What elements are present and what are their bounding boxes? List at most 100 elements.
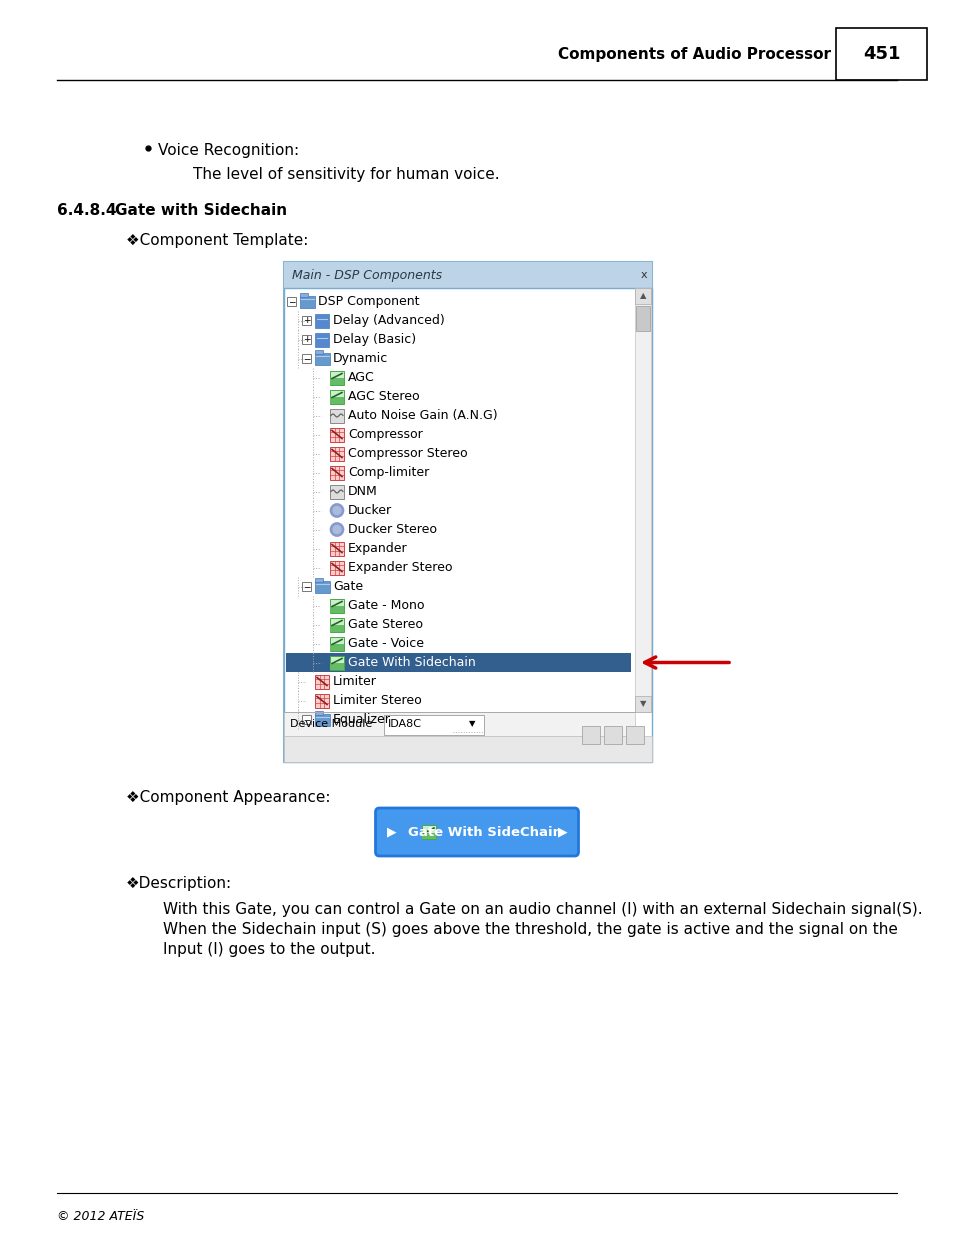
Text: With this Gate, you can control a Gate on an audio channel (I) with an external : With this Gate, you can control a Gate o… [163,902,922,918]
Text: Limiter Stereo: Limiter Stereo [333,694,421,706]
FancyBboxPatch shape [299,293,308,296]
Text: Compressor Stereo: Compressor Stereo [348,447,467,459]
FancyBboxPatch shape [314,332,329,347]
Text: Gate - Voice: Gate - Voice [348,637,423,650]
FancyBboxPatch shape [284,713,635,736]
Text: DNM: DNM [348,485,377,498]
Text: Device Module: Device Module [290,719,372,729]
FancyBboxPatch shape [314,314,329,327]
Text: x: x [640,270,647,280]
Text: ▼: ▼ [468,720,475,729]
FancyBboxPatch shape [330,656,344,669]
Circle shape [330,504,344,517]
Text: −: − [288,296,295,306]
Text: ❖Component Template:: ❖Component Template: [126,233,308,248]
FancyBboxPatch shape [330,606,344,613]
Text: Delay (Advanced): Delay (Advanced) [333,314,444,327]
FancyBboxPatch shape [330,447,344,461]
Text: Compressor: Compressor [348,429,422,441]
Text: Main - DSP Components: Main - DSP Components [292,268,441,282]
Text: DSP Component: DSP Component [317,295,419,308]
FancyBboxPatch shape [286,653,630,672]
Text: ▶: ▶ [386,825,395,839]
FancyBboxPatch shape [330,645,344,651]
Text: 451: 451 [862,44,900,63]
Text: +: + [303,335,311,345]
FancyBboxPatch shape [314,352,330,364]
FancyBboxPatch shape [421,832,436,839]
FancyBboxPatch shape [421,825,436,839]
Text: IDA8C: IDA8C [388,719,421,729]
FancyBboxPatch shape [314,674,329,688]
FancyBboxPatch shape [635,697,650,713]
FancyBboxPatch shape [330,389,344,404]
Circle shape [333,506,340,515]
Text: −: − [303,715,311,724]
FancyBboxPatch shape [330,663,344,669]
FancyBboxPatch shape [284,288,651,762]
Text: −: − [303,354,311,363]
Text: Dynamic: Dynamic [333,352,388,366]
Text: When the Sidechain input (S) goes above the threshold, the gate is active and th: When the Sidechain input (S) goes above … [163,923,897,937]
FancyBboxPatch shape [302,335,312,345]
FancyBboxPatch shape [302,715,312,724]
Text: Comp-limiter: Comp-limiter [348,466,429,479]
FancyBboxPatch shape [330,484,344,499]
FancyBboxPatch shape [330,398,344,404]
FancyBboxPatch shape [581,726,599,743]
FancyBboxPatch shape [375,808,578,856]
Text: Gate: Gate [333,580,363,593]
Text: ❖Component Appearance:: ❖Component Appearance: [126,790,330,805]
FancyBboxPatch shape [302,316,312,325]
Circle shape [333,526,340,534]
Text: Equalizer: Equalizer [333,713,391,726]
Text: Ducker Stereo: Ducker Stereo [348,522,436,536]
FancyBboxPatch shape [314,350,323,353]
FancyBboxPatch shape [284,262,651,762]
FancyBboxPatch shape [603,726,621,743]
Text: ❖Description:: ❖Description: [126,876,232,890]
Text: Voice Recognition:: Voice Recognition: [158,143,299,158]
Text: © 2012 ATEÏS: © 2012 ATEÏS [57,1210,144,1223]
Text: Expander Stereo: Expander Stereo [348,561,452,574]
Text: Delay (Basic): Delay (Basic) [333,333,416,346]
FancyArrowPatch shape [644,657,728,668]
FancyBboxPatch shape [314,578,323,582]
Text: AGC: AGC [348,370,375,384]
Text: Gate With Sidechain: Gate With Sidechain [348,656,476,669]
FancyBboxPatch shape [314,714,330,725]
FancyBboxPatch shape [835,28,926,80]
Text: Expander: Expander [348,542,407,555]
FancyBboxPatch shape [330,409,344,422]
FancyBboxPatch shape [330,599,344,613]
Text: Gate - Mono: Gate - Mono [348,599,424,613]
Text: Gate With SideChain: Gate With SideChain [408,825,561,839]
Text: ▶: ▶ [558,825,567,839]
Text: The level of sensitivity for human voice.: The level of sensitivity for human voice… [193,167,499,182]
Text: Limiter: Limiter [333,676,376,688]
Text: ▼: ▼ [639,699,645,709]
FancyBboxPatch shape [284,262,651,288]
Text: 6.4.8.4: 6.4.8.4 [57,203,116,219]
Text: ▲: ▲ [639,291,645,300]
Text: Auto Noise Gain (A.N.G): Auto Noise Gain (A.N.G) [348,409,497,422]
FancyBboxPatch shape [284,736,651,762]
FancyBboxPatch shape [314,694,329,708]
Text: Gate with Sidechain: Gate with Sidechain [115,203,287,219]
FancyBboxPatch shape [635,288,650,713]
FancyBboxPatch shape [635,288,650,304]
FancyBboxPatch shape [330,618,344,631]
FancyBboxPatch shape [330,541,344,556]
FancyBboxPatch shape [330,370,344,384]
FancyBboxPatch shape [314,710,323,715]
FancyBboxPatch shape [330,427,344,441]
FancyBboxPatch shape [299,295,314,308]
FancyBboxPatch shape [330,636,344,651]
FancyBboxPatch shape [314,580,330,593]
Text: Input (I) goes to the output.: Input (I) goes to the output. [163,942,375,957]
Text: Gate Stereo: Gate Stereo [348,618,422,631]
Text: Ducker: Ducker [348,504,392,517]
Text: −: − [303,582,311,592]
FancyBboxPatch shape [625,726,643,743]
FancyBboxPatch shape [287,296,296,306]
